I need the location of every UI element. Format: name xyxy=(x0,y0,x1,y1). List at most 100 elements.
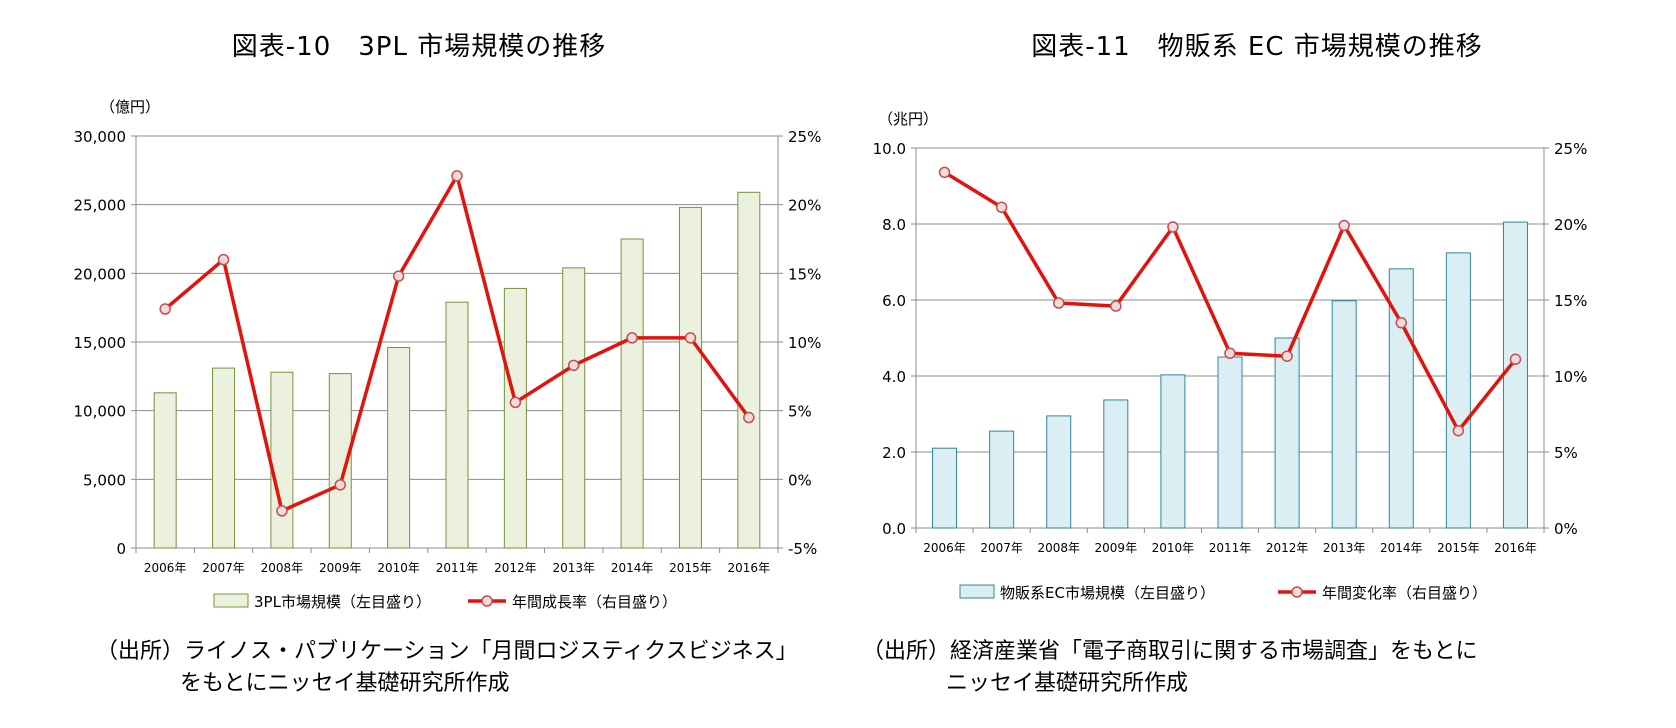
bar xyxy=(932,447,958,529)
line-point xyxy=(451,170,463,182)
x-tick-label: 2016年 xyxy=(1494,541,1537,555)
bar xyxy=(1046,415,1072,529)
y-right-tick-label: -5% xyxy=(788,540,817,558)
source-line-2: ニッセイ基礎研究所作成 xyxy=(946,671,1189,696)
line-point xyxy=(509,396,522,409)
line-point xyxy=(1452,424,1465,437)
y-left-tick-label: 25,000 xyxy=(74,197,127,215)
bar xyxy=(620,238,644,549)
x-tick-label: 2008年 xyxy=(1037,541,1080,555)
line-point xyxy=(1110,300,1122,312)
bar xyxy=(1217,356,1243,529)
line-point xyxy=(1281,350,1293,362)
legend-line-label: 年間成長率（右目盛り） xyxy=(512,593,677,611)
chart-ec-market: 0.0 2.0 4.0 6.0 8.0 10.0 0% 5% 10% 15% 20% 25% （兆円） 2… xyxy=(873,110,1588,602)
y-left-tick-label: 5,000 xyxy=(83,471,126,489)
x-tick-label: 2013年 xyxy=(1323,541,1366,555)
chart-title: 図表-10 3PL 市場規模の推移 xyxy=(231,32,607,62)
bar xyxy=(153,392,177,549)
x-tick-label: 2012年 xyxy=(494,561,537,575)
y-left-unit-label: （億円） xyxy=(100,98,160,116)
x-tick-label: 2009年 xyxy=(319,561,362,575)
bar xyxy=(1331,300,1357,529)
bar xyxy=(1160,374,1186,529)
line-point xyxy=(567,359,580,372)
line-point xyxy=(334,479,347,491)
y-right-tick-label: 10% xyxy=(1554,368,1587,386)
legend-line-label: 年間変化率（右目盛り） xyxy=(1322,584,1487,602)
legend-bar-swatch xyxy=(959,584,995,599)
y-left-tick-label: 10,000 xyxy=(74,403,127,421)
y-right-tick-label: 0% xyxy=(788,471,812,489)
x-tick-label: 2016年 xyxy=(728,561,771,575)
bar xyxy=(503,287,527,549)
bar xyxy=(737,191,761,549)
chart-panel-3pl: 図表-10 3PL 市場規模の推移 0 5,000 10,000 15,000 20,0… xyxy=(74,32,822,700)
legend-bar-label: 物販系EC市場規模（左目盛り） xyxy=(1000,584,1215,602)
line-point xyxy=(684,332,697,344)
x-tick-label: 2006年 xyxy=(923,541,966,555)
chart-panel-ec: 図表-11 物販系 EC 市場規模の推移 0.0 2.0 4.0 6.0 8.0 10.0… xyxy=(838,0,1676,728)
y-right-tick-label: 15% xyxy=(788,265,821,283)
source-note: （出所）ライノス・パブリケーション「月間ロジスティクスビジネス」 をもとにニッセ… xyxy=(96,636,798,700)
x-tick-label: 2013年 xyxy=(552,561,595,575)
x-tick-label: 2010年 xyxy=(1152,541,1195,555)
x-tick-label: 2015年 xyxy=(669,561,712,575)
x-tick-label: 2010年 xyxy=(377,561,420,575)
line-point xyxy=(938,166,951,179)
legend-bar-swatch xyxy=(213,593,249,608)
line-point xyxy=(1395,317,1408,329)
line-point xyxy=(276,505,288,517)
x-tick-label: 2007年 xyxy=(202,561,245,575)
bar xyxy=(1274,337,1300,529)
line-point xyxy=(1167,221,1179,233)
bar xyxy=(989,430,1015,529)
y-left-tick-label: 20,000 xyxy=(74,265,127,283)
line-point xyxy=(1224,347,1236,359)
line-point xyxy=(995,201,1008,214)
x-tick-label: 2007年 xyxy=(980,541,1023,555)
bar xyxy=(1502,221,1528,529)
line-point xyxy=(1338,219,1350,232)
line-point xyxy=(626,332,638,344)
y-left-tick-label: 4.0 xyxy=(882,368,906,386)
y-left-unit-label: （兆円） xyxy=(878,110,938,128)
y-left-tick-label: 2.0 xyxy=(882,444,906,462)
y-right-tick-label: 10% xyxy=(788,334,821,352)
line-point xyxy=(1052,297,1065,309)
y-right-tick-label: 5% xyxy=(1554,444,1578,462)
bar xyxy=(678,206,702,549)
bar xyxy=(1445,252,1471,529)
line-point xyxy=(217,253,230,266)
bar xyxy=(562,267,586,549)
legend-line-marker xyxy=(1291,586,1303,598)
x-tick-label: 2011年 xyxy=(1209,541,1252,555)
y-right-tick-label: 5% xyxy=(788,403,812,421)
y-left-tick-label: 8.0 xyxy=(882,216,906,234)
x-tick-label: 2011年 xyxy=(436,561,479,575)
y-right-tick-label: 25% xyxy=(788,128,821,146)
y-right-tick-label: 0% xyxy=(1554,520,1578,538)
line-point xyxy=(159,303,171,315)
x-tick-label: 2006年 xyxy=(144,561,187,575)
x-tick-label: 2015年 xyxy=(1437,541,1480,555)
y-right-tick-label: 15% xyxy=(1554,292,1587,310)
bar xyxy=(445,301,469,549)
bar xyxy=(212,367,236,549)
bar xyxy=(270,371,294,549)
source-line-2: をもとにニッセイ基礎研究所作成 xyxy=(180,671,510,696)
bar xyxy=(387,346,411,549)
x-tick-label: 2008年 xyxy=(261,561,304,575)
y-left-tick-label: 10.0 xyxy=(873,140,906,158)
source-line-1: （出所）ライノス・パブリケーション「月間ロジスティクスビジネス」 xyxy=(96,639,798,664)
y-left-tick-label: 0 xyxy=(116,540,126,558)
x-tick-label: 2014年 xyxy=(611,561,654,575)
line-point xyxy=(1509,353,1522,366)
source-note: （出所）経済産業省「電子商取引に関する市場調査」をもとに ニッセイ基礎研究所作成 xyxy=(862,636,1478,700)
y-left-tick-label: 30,000 xyxy=(74,128,127,146)
y-left-tick-label: 6.0 xyxy=(882,292,906,310)
y-left-tick-label: 0.0 xyxy=(882,520,906,538)
y-left-tick-label: 15,000 xyxy=(74,334,127,352)
line-point xyxy=(392,270,405,282)
y-right-tick-label: 20% xyxy=(1554,216,1587,234)
